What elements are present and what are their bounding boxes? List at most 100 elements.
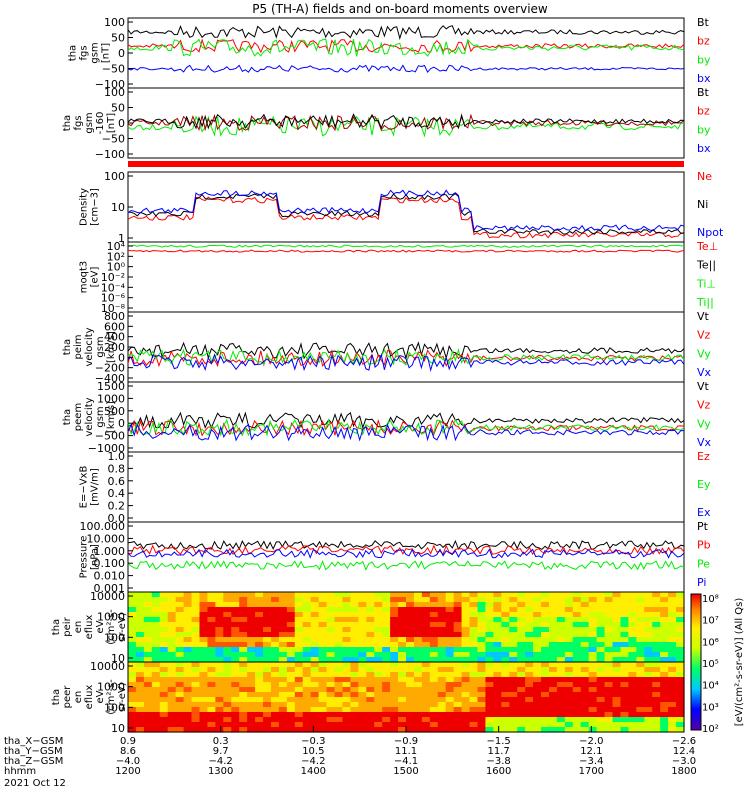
spectrogram-cell [501, 667, 510, 673]
spectrogram-cell [461, 672, 471, 678]
ylabel-line: [cm−3] [90, 188, 101, 226]
spectrogram-cell [572, 672, 582, 678]
spectrogram-cell [596, 662, 606, 668]
spectrogram-cell [469, 637, 479, 643]
spectrogram-cell [660, 722, 669, 728]
spectrogram-cell [151, 627, 161, 633]
spectrogram-cell [580, 667, 590, 673]
ytick-label: 10 [111, 652, 125, 665]
spectrogram-cell [676, 652, 685, 658]
spectrogram-cell [556, 712, 566, 718]
spectrogram-cell [143, 722, 153, 728]
spectrogram-cell [620, 597, 629, 603]
spectrogram-cell [421, 717, 431, 723]
spectrogram-cell [572, 637, 582, 643]
spectrogram-cell [334, 642, 344, 648]
spectrogram-cell [445, 627, 455, 633]
spectrogram-cell [477, 602, 487, 608]
ytick-label: 100 [104, 16, 125, 29]
spectrogram-cell [580, 647, 590, 653]
spectrogram-cell [390, 652, 399, 658]
spectrogram-cell [302, 677, 312, 683]
spectrogram-cell [294, 657, 304, 663]
spectrogram-cell [509, 672, 518, 678]
spectrogram-cell [437, 687, 447, 693]
spectrogram-cell [668, 702, 677, 708]
spectrogram-cell [406, 667, 415, 673]
spectrogram-cell [223, 717, 232, 723]
spectrogram-cell [620, 617, 629, 623]
spectrogram-cell [159, 672, 169, 678]
spectrogram-cell [652, 652, 661, 658]
spectrogram-cell [191, 677, 201, 683]
spectrogram-cell [358, 662, 367, 668]
spectrogram-cell [509, 632, 518, 638]
spectrogram-cell [342, 667, 351, 673]
ytick-label: 400 [104, 331, 125, 344]
spectrogram-cell [628, 702, 637, 708]
spectrogram-cell [374, 702, 383, 708]
spectrogram-cell [564, 702, 574, 708]
spectrogram-cell [429, 622, 439, 628]
spectrogram-cell [151, 652, 161, 658]
spectrogram-cell [501, 717, 510, 723]
spectrogram-cell [318, 662, 328, 668]
spectrogram-cell [572, 692, 582, 698]
spectrogram-cell [445, 617, 455, 623]
spectrogram-cell [580, 727, 590, 733]
spectrogram-cell [628, 657, 637, 663]
spectrogram-cell [215, 672, 224, 678]
spectrogram-cell [612, 662, 622, 668]
spectrogram-cell [358, 677, 367, 683]
spectrogram-cell [143, 697, 153, 703]
spectrogram-cell [175, 702, 185, 708]
spectrogram-cell [509, 677, 518, 683]
spectrogram-cell [517, 692, 526, 698]
spectrogram-cell [247, 712, 256, 718]
spectrogram-cell [564, 602, 574, 608]
spectrogram-cell [374, 657, 383, 663]
spectrogram-cell [453, 717, 463, 723]
spectrogram-cell [556, 652, 566, 658]
spectrogram-cell [270, 662, 280, 668]
spectrogram-cell [453, 657, 463, 663]
spectrogram-cell [580, 627, 590, 633]
spectrogram-cell [294, 722, 304, 728]
spectrogram-cell [517, 632, 526, 638]
spectrogram-cell [159, 717, 169, 723]
spectrogram-cell [533, 687, 542, 693]
spectrogram-cell [564, 637, 574, 643]
spectrogram-cell [421, 667, 431, 673]
spectrogram-cell [477, 672, 487, 678]
spectrogram-cell [255, 712, 264, 718]
spectrogram-cell [143, 672, 153, 678]
spectrogram-cell [159, 667, 169, 673]
spectrogram-cell [676, 607, 685, 613]
spectrogram-cell [596, 617, 606, 623]
spectrogram-cell [294, 612, 304, 618]
spectrogram-cell [469, 682, 479, 688]
spectrogram-cell [175, 612, 185, 618]
spectrogram-cell [429, 627, 439, 633]
spectrogram-cell [453, 622, 463, 628]
spectrogram-cell [239, 602, 248, 608]
spectrogram-cell [406, 627, 415, 633]
spectrogram-cell [501, 652, 510, 658]
spectrogram-cell [326, 722, 336, 728]
spectrogram-cell [358, 632, 367, 638]
spectrogram-cell [588, 712, 598, 718]
spectrogram-cell [135, 712, 145, 718]
spectrogram-cell [668, 667, 677, 673]
spectrogram-cell [652, 702, 661, 708]
spectrogram-cell [461, 647, 471, 653]
spectrogram-cell [231, 647, 240, 653]
ylabel-line: [km/s] [106, 401, 117, 433]
spectrogram-cell [421, 702, 431, 708]
spectrogram-cell [580, 717, 590, 723]
spectrogram-cell [286, 717, 296, 723]
spectrogram-cell [135, 612, 145, 618]
spectrogram-cell [143, 597, 153, 603]
spectrogram-cell [390, 637, 399, 643]
spectrogram-cell [580, 592, 590, 598]
spectrogram-cell [207, 672, 216, 678]
